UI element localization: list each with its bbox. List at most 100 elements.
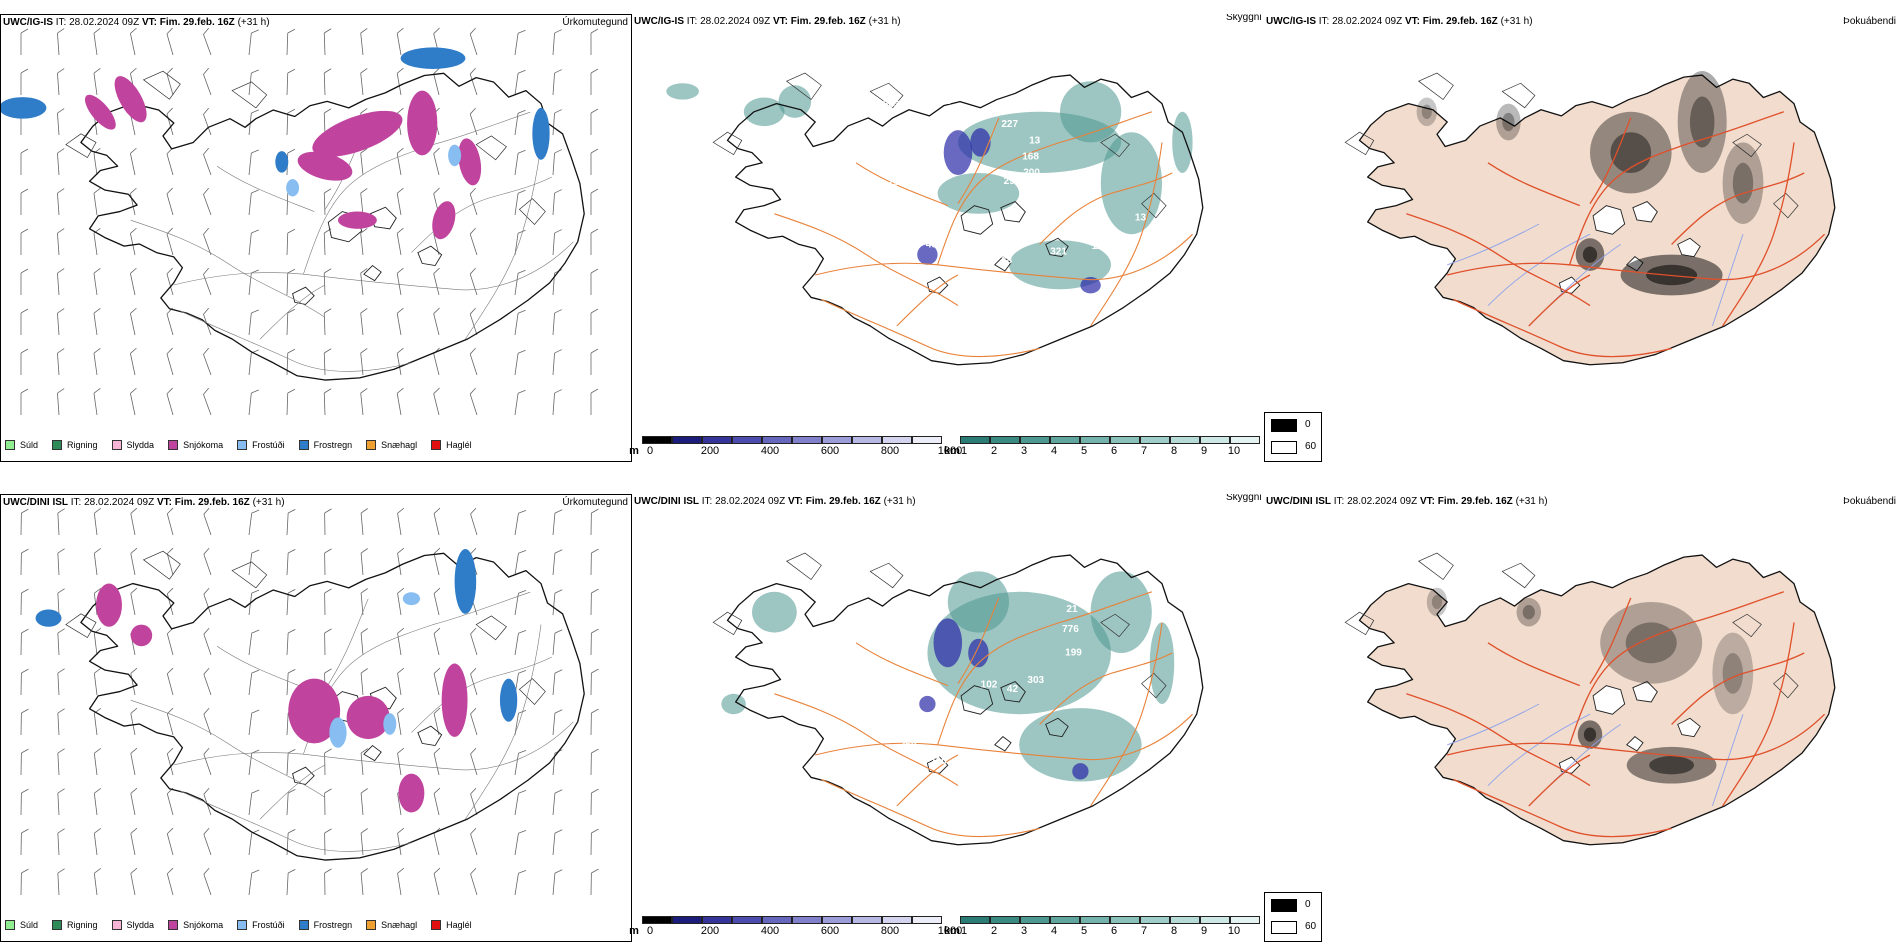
scale-cell <box>1230 916 1260 924</box>
legend-label: Rigning <box>67 440 98 450</box>
legend-item: Frostregn <box>298 440 353 450</box>
vis-scale-m-bar <box>642 916 942 924</box>
scale-cell <box>990 436 1020 444</box>
visibility-value-label: 414 <box>890 209 907 220</box>
scale-tick-label: 9 <box>1200 925 1208 937</box>
scale-cell <box>1110 916 1140 924</box>
scale-cell <box>822 436 852 444</box>
scale-cell <box>960 916 990 924</box>
scale-tick-label: 800 <box>880 445 900 457</box>
scale-cell <box>762 916 792 924</box>
scale-unit: km <box>944 445 960 457</box>
legend-swatch <box>298 440 309 450</box>
scale-cell <box>1020 916 1050 924</box>
legend-label: Frostúði <box>252 920 285 930</box>
scale-tick-label: 800 <box>880 925 900 937</box>
scale-cell <box>1140 916 1170 924</box>
scale-tick-label: 200 <box>700 445 720 457</box>
visibility-panel-bottom: 102 288 776 269 474 303 108 179 274 105 199 289 151 4… <box>632 494 1262 942</box>
visibility-value-label: 105 <box>891 632 908 643</box>
scale-tick-label: 7 <box>1140 925 1148 937</box>
scale-cell <box>792 916 822 924</box>
scale-cell <box>732 916 762 924</box>
precip-legend: Súld Rigning Slydda Snjókoma Frostúði Frostre… <box>5 440 472 450</box>
visibility-value-label: 303 <box>1027 675 1044 686</box>
scale-tick-label: 8 <box>1170 445 1178 457</box>
scale-cell <box>912 916 942 924</box>
legend-label: Slydda <box>126 920 155 930</box>
visibility-value-label: 474 <box>878 555 895 566</box>
scale-tick-label: 600 <box>820 445 840 457</box>
precip-areas <box>35 549 518 813</box>
scale-cell <box>672 436 702 444</box>
scale-cell <box>990 916 1020 924</box>
scale-cell <box>1080 436 1110 444</box>
visibility-value-label: 164 <box>964 108 981 119</box>
legend-label: Frostregn <box>313 440 353 450</box>
iceland-map <box>1344 72 1836 366</box>
visibility-value-label: 179 <box>1030 581 1047 592</box>
visibility-value-label: 893 <box>883 192 900 203</box>
legend-item: Frostregn <box>298 920 353 930</box>
panel-title: Skyggni <box>1226 494 1262 503</box>
legend-item: Snjókoma <box>168 440 223 450</box>
visibility-areas <box>666 81 1193 294</box>
legend-label: Frostúði <box>252 440 285 450</box>
scale-cell <box>882 916 912 924</box>
scale-tick-label: 4 <box>1050 925 1058 937</box>
visibility-value-label: 102 <box>981 680 998 691</box>
panel-header: UWC/DINI ISL IT: 28.02.2024 09Z VT: Fim.… <box>3 497 285 508</box>
panel-title: Úrkomutegund <box>562 17 628 28</box>
fog-index-shading <box>1416 71 1764 296</box>
scale-tick-label: 8 <box>1170 925 1178 937</box>
panel-title: Skyggni <box>1226 14 1262 23</box>
scale-tick-label: 400 <box>760 445 780 457</box>
legend-label: Slydda <box>126 440 155 450</box>
visibility-value-label: 776 <box>1062 624 1079 635</box>
legend-label: Haglél <box>446 440 472 450</box>
visibility-value-label: 42 <box>1007 684 1019 695</box>
legend-swatch <box>111 440 122 450</box>
roads-and-rivers <box>1406 111 1826 358</box>
legend-item: Snæhagl <box>366 920 417 930</box>
fog-scale-key: 0 60 <box>1264 892 1322 942</box>
scale-tick-label: 5 <box>1080 925 1088 937</box>
precip-map-bottom <box>20 507 599 896</box>
visibility-value-label: 118 <box>892 225 909 236</box>
scale-tick-label: 4 <box>1050 445 1058 457</box>
visibility-areas <box>721 571 1175 782</box>
visibility-value-label: 227 <box>1001 119 1018 130</box>
scale-tick-label: 3 <box>1020 925 1028 937</box>
scale-tick-label: 7 <box>1140 445 1148 457</box>
scale-tick-label: 5 <box>1080 445 1088 457</box>
scale-tick-label: 600 <box>820 925 840 937</box>
scale-tick-label: 1000 <box>937 445 963 457</box>
legend-label: Frostregn <box>313 920 353 930</box>
iceland-map <box>65 70 585 381</box>
visibility-value-label: 291 <box>1004 176 1021 187</box>
visibility-value-label: 108 <box>842 676 859 687</box>
visibility-value-label: 288 <box>870 644 887 655</box>
legend-item: Rigning <box>52 440 98 450</box>
visibility-map-bottom: 102 288 776 269 474 303 108 179 274 105 199 289 151 4… <box>712 553 1204 846</box>
precip-areas <box>1 47 550 240</box>
scale-unit: km <box>944 925 960 937</box>
scale-cell <box>702 916 732 924</box>
legend-swatch <box>168 440 179 450</box>
visibility-value-label: 13 <box>1029 136 1041 147</box>
legend-swatch <box>168 920 179 930</box>
scale-cell <box>852 916 882 924</box>
scale-cell <box>702 436 732 444</box>
scale-cell <box>1200 436 1230 444</box>
precip-map-top <box>1 27 599 416</box>
legend-item: Snæhagl <box>366 440 417 450</box>
scale-cell <box>1080 916 1110 924</box>
visibility-value-label: 296 <box>887 178 904 189</box>
legend-item: Rigning <box>52 920 98 930</box>
scale-cell <box>1050 916 1080 924</box>
visibility-value-label: 321 <box>1050 247 1067 258</box>
scale-tick-label: 10 <box>1227 445 1241 457</box>
scale-cell <box>1140 436 1170 444</box>
fog-map-top <box>1344 71 1836 366</box>
legend-item: Súld <box>5 440 38 450</box>
